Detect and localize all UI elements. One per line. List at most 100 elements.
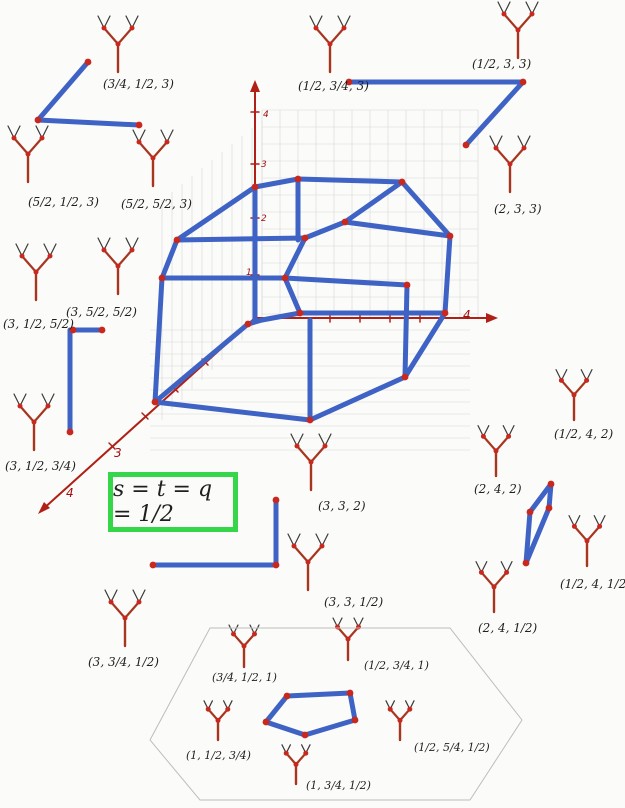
tree-branch [137,140,155,160]
tree-node [356,624,361,630]
x-axis-tick [141,412,149,420]
polytope-edge [342,179,405,225]
tree-node [308,459,314,465]
polytope-vertex [272,561,280,569]
tree-node [129,25,135,31]
tree-branch [502,12,520,32]
vertex-label-21: (1, 3/4, 1/2) [306,779,371,792]
tree-node [291,543,297,549]
tree-node [122,615,128,621]
polytope-vertex [351,716,359,724]
polytope-edge [263,719,308,738]
polytope-vertex [151,398,159,406]
tree-node [129,247,135,253]
vertex-label-8: (3, 5/2, 5/2) [66,305,137,319]
vertex-label-13: (1/2, 4, 2) [554,427,614,441]
tree-node [335,624,340,630]
polytope-edge [152,321,251,405]
parameter-equation: s = t = q = 1/2 [113,477,213,527]
tree-node [33,269,39,275]
polytope-edge [302,219,348,241]
tree-node [491,584,497,590]
vertex-label-14: (2, 4, 2) [474,482,522,496]
tree-glyph [309,15,351,74]
tree-branch [306,544,324,564]
tree-node [45,403,51,409]
polytope-vertex [306,416,314,424]
tree-glyph [13,393,55,452]
tree-glyph [497,1,539,60]
polytope-edge [546,481,554,511]
tree-node [136,599,142,605]
tree-node [101,247,107,253]
tree-node [225,706,231,712]
x-axis-tick [108,442,116,450]
polytope-vertex [446,232,454,240]
polytope-edge [402,282,410,380]
polytope-vertex [149,561,157,569]
polytope-vertex [84,58,92,66]
tree-node [150,155,156,161]
tree-glyph [281,744,311,786]
tree-branch [32,404,50,424]
polytope-vertex [158,274,166,282]
polytope-vertex [66,428,74,436]
tree-branch [242,632,256,648]
vertex-label-10: (3, 3, 2) [318,499,366,513]
polytope-vertex [547,480,555,488]
vertex-label-6: (2, 3, 3) [494,202,542,216]
tree-node [597,523,603,529]
tree-glyph [287,533,329,592]
tree-branch [336,625,350,641]
tree-node [136,139,142,145]
tree-glyph [104,589,146,648]
tree-node [101,25,107,31]
tree-node [164,139,170,145]
polytope-edge [284,690,353,699]
tree-node [480,433,486,439]
tree-branch [116,26,134,46]
polytope-vertex [346,689,354,697]
vertex-label-1: (3/4, 1/2, 3) [103,77,174,91]
polytope-edge [527,481,554,515]
vertex-label-16: (2, 4, 1/2) [478,621,538,635]
tree-node [25,151,31,157]
tree-branch [585,525,601,542]
tree-branch [314,26,332,46]
tree-node [231,631,236,637]
vertex-label-18: (1/2, 3/4, 1) [364,659,429,672]
z-axis-tick-1: 1 [246,268,252,278]
polytope-vertex [301,731,309,739]
polytope-vertex [281,274,289,282]
tree-node [515,27,521,33]
polytope-vertex [283,692,291,700]
vertex-label-17: (3/4, 1/2, 1) [212,671,277,684]
vertex-label-3: (5/2, 5/2, 3) [121,197,192,211]
polytope-vertex [522,559,530,567]
tree-branch [102,248,120,268]
polytope-edge [463,79,526,148]
tree-node [293,761,299,767]
tree-node [397,717,403,723]
vertex-label-12: (3, 3/4, 1/2) [88,655,159,669]
polytope-edge [174,184,258,243]
tree-node [283,750,289,756]
tree-branch [109,600,127,620]
polytope-edge [342,219,453,239]
tree-node [506,433,512,439]
tree-glyph [97,15,139,74]
polytope-edge [442,233,453,316]
polytope-edge [35,59,91,123]
tree-glyph [477,425,515,478]
tree-node [507,161,513,167]
tree-branch [26,136,44,156]
polytope-vertex [262,718,270,726]
polytope-edge [302,717,358,738]
tree-node [322,443,328,449]
polytope-vertex [135,121,143,129]
polytope-edge [347,690,358,723]
tree-glyph [290,433,332,492]
polytope-vertex [296,309,304,317]
tree-glyph [132,129,174,188]
